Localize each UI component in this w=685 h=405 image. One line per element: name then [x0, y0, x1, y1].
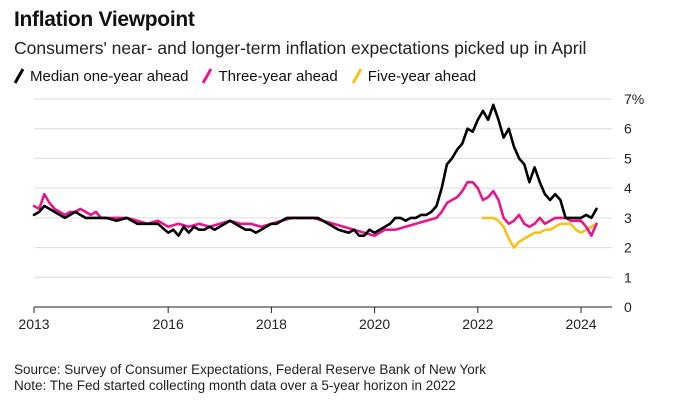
- x-tick-label: 2024: [565, 316, 596, 332]
- chart-subtitle: Consumers' near- and longer-term inflati…: [14, 38, 587, 58]
- y-tick-label: 2: [624, 240, 632, 256]
- y-tick-label: 1: [624, 269, 632, 285]
- legend: Median one-year ahead Three-year ahead F…: [14, 66, 490, 86]
- y-tick-label: 4: [624, 180, 632, 196]
- legend-item-one-year: Median one-year ahead: [14, 67, 188, 85]
- series-line-five-year-ahead: [481, 216, 598, 249]
- y-tick-label: 0: [624, 299, 632, 315]
- legend-label-five-year: Five-year ahead: [367, 67, 477, 85]
- x-tick-label: 2022: [462, 316, 493, 332]
- series-line-three-year-ahead: [32, 180, 598, 237]
- legend-item-three-year: Three-year ahead: [202, 67, 338, 85]
- y-tick-label: 5: [624, 150, 632, 166]
- method-note: Note: The Fed started collecting month d…: [14, 378, 456, 393]
- x-tick-label: 2018: [256, 316, 287, 332]
- legend-swatch-five-year: [351, 68, 362, 84]
- legend-item-five-year: Five-year ahead: [351, 67, 477, 85]
- axes: 0 1 2 3 4 5 6 7% 2013 2016 2018 2020 2022 2024: [18, 91, 644, 332]
- legend-swatch-line: [351, 68, 362, 84]
- grid: [34, 98, 612, 278]
- x-tick-label: 2016: [153, 316, 184, 332]
- x-tick-label: 2013: [18, 316, 49, 332]
- x-tick-label: 2020: [359, 316, 390, 332]
- line-chart: 0 1 2 3 4 5 6 7% 2013 2016 2018 2020 2022 2024: [18, 91, 644, 332]
- y-tick-label: 3: [624, 210, 632, 226]
- series-line-median-one-year-ahead: [32, 103, 598, 237]
- y-tick-label: 7%: [624, 91, 644, 107]
- series-lines: [32, 103, 598, 249]
- legend-swatch-line: [14, 68, 24, 84]
- legend-swatch-line: [202, 68, 213, 84]
- source-note: Source: Survey of Consumer Expectations,…: [14, 362, 486, 377]
- y-tick-label: 6: [624, 121, 632, 137]
- legend-swatch-one-year: [14, 68, 24, 84]
- legend-swatch-three-year: [202, 68, 213, 84]
- chart-title: Inflation Viewpoint: [14, 8, 195, 31]
- legend-label-three-year: Three-year ahead: [218, 67, 338, 85]
- legend-label-one-year: Median one-year ahead: [30, 67, 189, 85]
